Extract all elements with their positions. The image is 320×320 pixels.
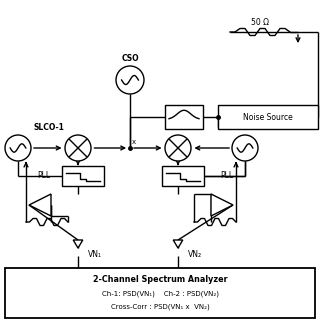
Text: Noise Source: Noise Source (243, 113, 293, 122)
Bar (62, 166, 104, 186)
Text: CSO: CSO (121, 54, 139, 63)
Polygon shape (73, 240, 83, 248)
Polygon shape (29, 194, 51, 216)
Circle shape (165, 135, 191, 161)
Text: SLCO-1: SLCO-1 (33, 123, 64, 132)
Bar (218, 105, 318, 129)
Circle shape (116, 66, 144, 94)
Text: Cross-Corr : PSD(VN₁ x  VN₂): Cross-Corr : PSD(VN₁ x VN₂) (111, 304, 209, 310)
Text: 50 Ω: 50 Ω (251, 18, 269, 27)
Bar (5, 268, 315, 318)
Text: Ch-1: PSD(VN₁)    Ch-2 : PSD(VN₂): Ch-1: PSD(VN₁) Ch-2 : PSD(VN₂) (101, 291, 219, 297)
Text: VN₂: VN₂ (188, 250, 202, 259)
Polygon shape (211, 194, 233, 216)
Text: PLL: PLL (220, 172, 233, 180)
Text: SLCO-2: SLCO-2 (228, 123, 259, 132)
Text: PLL: PLL (37, 172, 50, 180)
Bar (165, 105, 203, 129)
Polygon shape (173, 240, 183, 248)
Circle shape (232, 135, 258, 161)
Circle shape (5, 135, 31, 161)
Text: x: x (132, 139, 136, 145)
Text: VN₁: VN₁ (88, 250, 102, 259)
Circle shape (65, 135, 91, 161)
Text: 2-Channel Spectrum Analyzer: 2-Channel Spectrum Analyzer (93, 276, 227, 284)
Bar (162, 166, 204, 186)
